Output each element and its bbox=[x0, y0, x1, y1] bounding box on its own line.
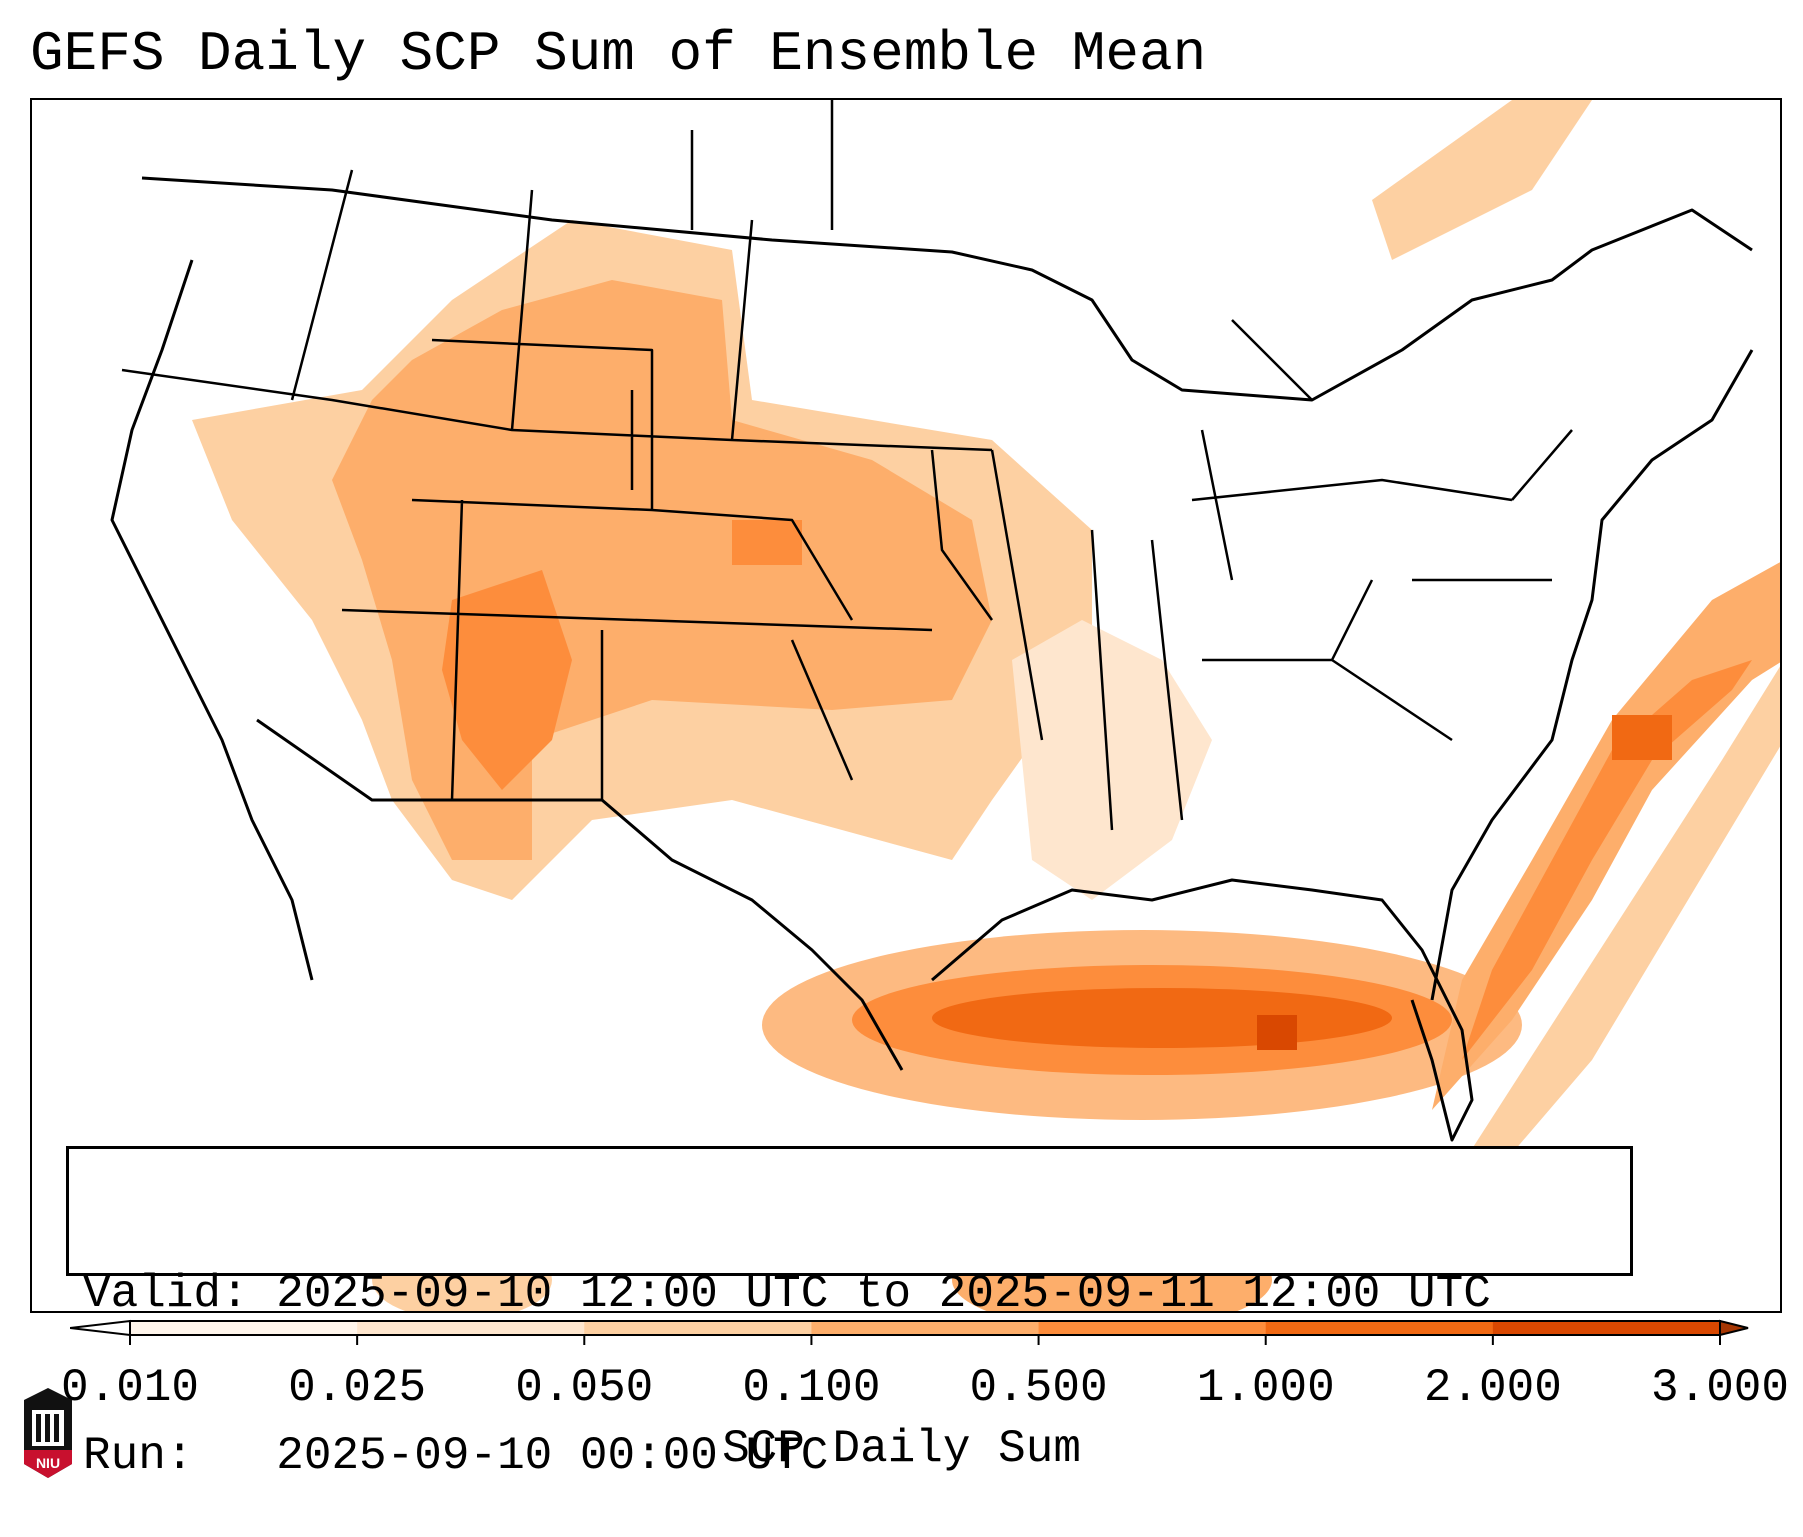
colorbar-tick-label: 0.100 bbox=[742, 1362, 881, 1414]
colorbar-over-extension bbox=[1719, 1319, 1749, 1337]
colorbar-tick-label: 1.000 bbox=[1196, 1362, 1335, 1414]
colorbar-tick-labels: 0.010 0.025 0.050 0.100 0.500 1.000 2.000 3.000 bbox=[0, 1362, 1803, 1418]
colorbar-segment bbox=[357, 1321, 585, 1335]
atlantic-coast bbox=[1430, 349, 1754, 1001]
map-frame[interactable] bbox=[30, 98, 1782, 1313]
colorbar-tick-label: 0.010 bbox=[60, 1362, 200, 1414]
logo-text: NIU bbox=[36, 1455, 60, 1471]
valid-time-line: Valid: 2025-09-10 12:00 UTC to 2025-09-1… bbox=[83, 1268, 1491, 1320]
info-box: Valid: 2025-09-10 12:00 UTC to 2025-09-1… bbox=[66, 1146, 1633, 1482]
scp-gulf-inner bbox=[932, 988, 1392, 1048]
colorbar bbox=[70, 1319, 1749, 1345]
us-mexico-border bbox=[256, 718, 904, 1071]
us-canada-border bbox=[141, 176, 1753, 402]
colorbar-segment bbox=[130, 1321, 358, 1335]
page-title: GEFS Daily SCP Sum of Ensemble Mean bbox=[30, 22, 1207, 86]
state-lines bbox=[121, 100, 1573, 831]
run-time-line: Run: 2025-09-10 00:00 UTC bbox=[83, 1430, 829, 1482]
niu-logo: NIU bbox=[24, 1388, 72, 1478]
colorbar-segment bbox=[1038, 1321, 1267, 1335]
colorbar-outline bbox=[129, 1320, 1721, 1336]
gulf-coast bbox=[931, 878, 1474, 1142]
colorbar-tick-label: 0.025 bbox=[288, 1362, 427, 1414]
colorbar-segment bbox=[811, 1321, 1040, 1335]
scp-mid-valley bbox=[1012, 620, 1212, 900]
scp-atlantic-max bbox=[1612, 715, 1672, 760]
borders bbox=[110, 100, 1754, 1142]
colorbar-segment bbox=[1265, 1321, 1494, 1335]
scp-plains-spot bbox=[732, 520, 802, 565]
colorbar-under-extension bbox=[70, 1319, 131, 1337]
map-canvas[interactable] bbox=[32, 100, 1782, 1313]
scp-field bbox=[192, 100, 1780, 1311]
colorbar-tick-label: 0.050 bbox=[515, 1362, 654, 1414]
colorbar-tick-label: 2.000 bbox=[1423, 1362, 1562, 1414]
scp-canada-ne bbox=[1372, 100, 1592, 260]
colorbar-tick-label: 3.000 bbox=[1650, 1362, 1790, 1414]
colorbar-segment bbox=[584, 1321, 812, 1335]
colorbar-label: SCP Daily Sum bbox=[722, 1423, 1081, 1475]
colorbar-tick-label: 0.500 bbox=[969, 1362, 1108, 1414]
scp-atlantic-outer bbox=[1452, 666, 1780, 1200]
scp-gulf-max bbox=[1257, 1015, 1297, 1050]
scp-four-corners bbox=[442, 570, 572, 790]
pacific-coast bbox=[110, 259, 314, 981]
colorbar-segment bbox=[1492, 1321, 1721, 1335]
scp-atlantic-inner bbox=[1462, 660, 1752, 1060]
